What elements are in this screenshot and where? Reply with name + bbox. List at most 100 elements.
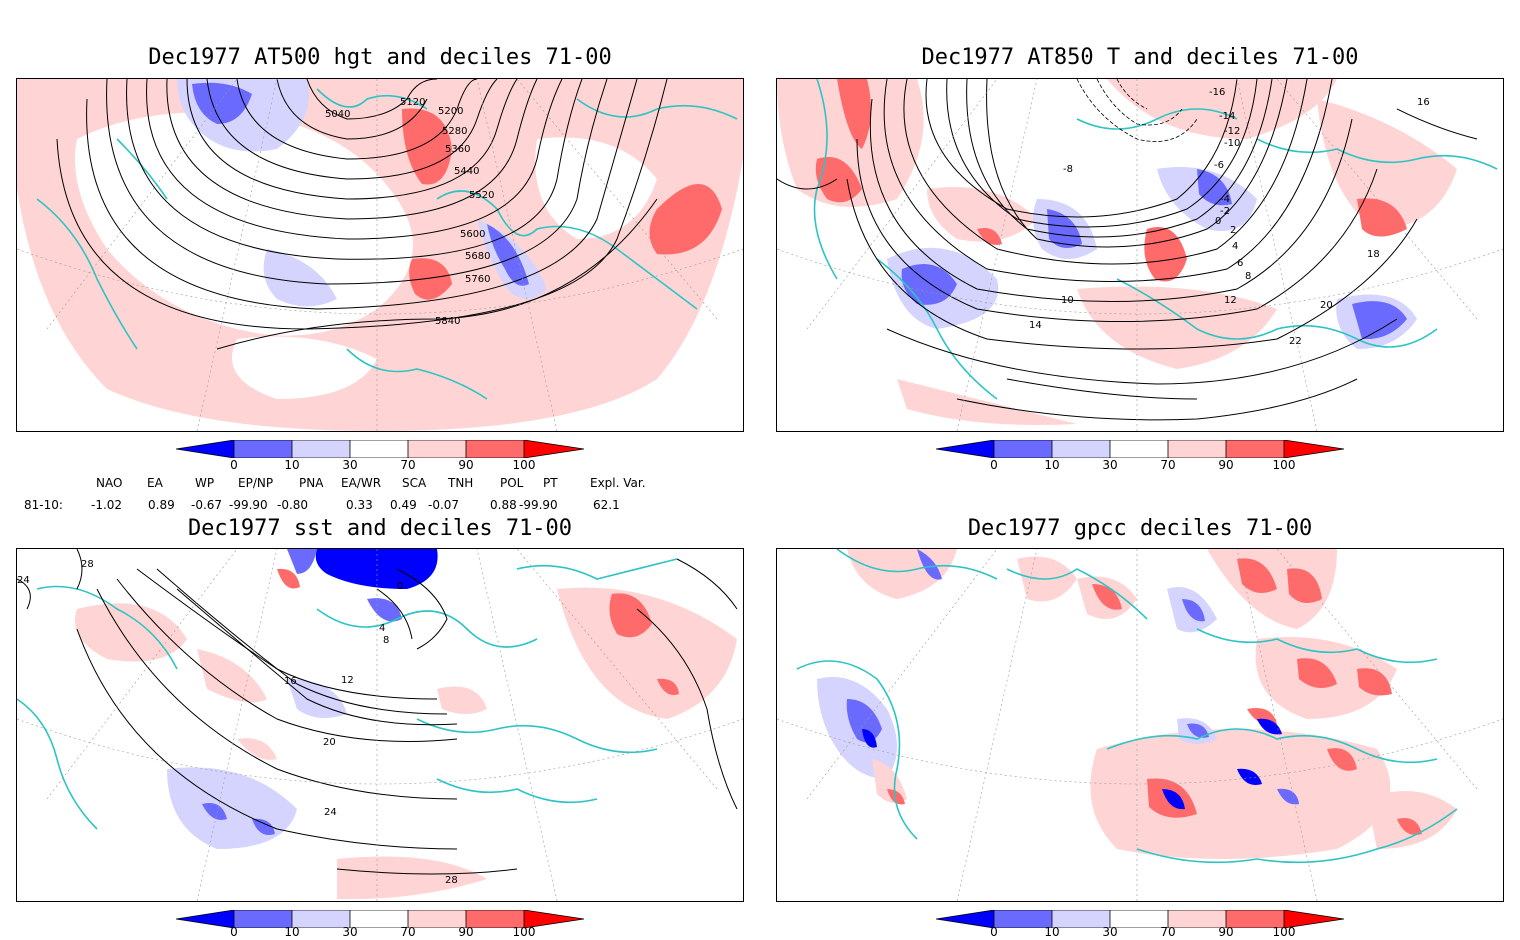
colorbar-swatch xyxy=(994,440,1052,458)
colorbar-tick: 100 xyxy=(512,925,536,939)
colorbar-swatch xyxy=(1110,440,1168,458)
map-panel-gpcc xyxy=(776,548,1504,902)
index-header: WP xyxy=(195,476,215,490)
colorbar-swatch xyxy=(408,910,466,928)
colorbar-tick: 70 xyxy=(1160,925,1176,939)
contour-label: 5360 xyxy=(445,144,470,155)
index-value: -0.07 xyxy=(428,498,460,512)
contour-label: 20 xyxy=(1320,300,1333,311)
colorbar-swatch xyxy=(176,910,234,928)
panel-title-gpcc: Dec1977 gpcc deciles 71-00 xyxy=(967,516,1313,541)
contour-label: 5840 xyxy=(435,316,460,327)
index-value: -1.02 xyxy=(91,498,123,512)
index-header: TNH xyxy=(448,476,474,490)
index-value: -0.67 xyxy=(191,498,223,512)
colorbar-swatches xyxy=(175,909,585,929)
colorbar-swatch xyxy=(1284,440,1344,458)
colorbar-swatch xyxy=(176,440,234,458)
index-header: NAO xyxy=(96,476,123,490)
contour-label: 24 xyxy=(324,807,337,818)
index-header: SCA xyxy=(402,476,427,490)
index-header: PT xyxy=(543,476,558,490)
colorbar-tick: 10 xyxy=(284,458,300,472)
colorbar-swatch xyxy=(1226,440,1284,458)
contour-label: 5120 xyxy=(400,97,425,108)
contour-label: -16 xyxy=(1209,87,1225,98)
index-header: POL xyxy=(500,476,524,490)
colorbar-swatch xyxy=(1226,910,1284,928)
contour-label: 10 xyxy=(1061,295,1074,306)
index-value: -99.90 xyxy=(519,498,558,512)
colorbar-tick: 100 xyxy=(1272,458,1296,472)
contour-label: 4 xyxy=(1232,241,1238,252)
panel-title-500hgt: Dec1977 AT500 hgt and deciles 71-00 xyxy=(148,45,612,70)
colorbar-swatch xyxy=(1284,910,1344,928)
colorbar-tick: 70 xyxy=(400,925,416,939)
colorbar-tick: 0 xyxy=(230,458,238,472)
colorbar-tick: 100 xyxy=(512,458,536,472)
colorbar-tick: 100 xyxy=(1272,925,1296,939)
index-value: 0.88 xyxy=(490,498,517,512)
contour-label: 0 xyxy=(397,581,403,592)
contour-label: 5520 xyxy=(469,190,494,201)
index-value: -99.90 xyxy=(229,498,268,512)
contour-label: 0 xyxy=(1215,216,1221,227)
index-value: 0.89 xyxy=(148,498,175,512)
colorbar-tick: 90 xyxy=(458,458,474,472)
map-panel-850t: -16 -14 -12 -10 -8 -6 -4 -2 0 2 4 6 8 10… xyxy=(776,78,1504,432)
contour-label: 28 xyxy=(81,559,94,570)
contour-label: 14 xyxy=(1029,320,1042,331)
panel-title-sst: Dec1977 sst and deciles 71-00 xyxy=(187,516,573,541)
contour-label: -8 xyxy=(1063,164,1073,175)
index-row-label: 81-10: xyxy=(24,498,63,512)
colorbar-tick: 0 xyxy=(230,925,238,939)
panel-title-850t: Dec1977 AT850 T and deciles 71-00 xyxy=(921,45,1359,70)
colorbar: 0 10 30 70 90 100 xyxy=(935,439,1345,476)
index-header: Expl. Var. xyxy=(590,476,646,490)
colorbar-tick: 30 xyxy=(1102,458,1118,472)
contour-label: 2 xyxy=(1230,225,1236,236)
colorbar-swatch xyxy=(292,440,350,458)
contour-label: 18 xyxy=(1367,249,1380,260)
colorbar: 0 10 30 70 90 100 xyxy=(935,909,1345,940)
colorbar-tick: 10 xyxy=(1044,458,1060,472)
contour-label: -10 xyxy=(1224,138,1240,149)
colorbar-swatch xyxy=(408,440,466,458)
colorbar: 0 10 30 70 90 100 xyxy=(175,909,585,940)
colorbar-tick: 30 xyxy=(342,458,358,472)
contour-label: 12 xyxy=(1224,295,1237,306)
contour-label: 6 xyxy=(1237,258,1243,269)
contour-label: 5760 xyxy=(465,274,490,285)
contour-label: 8 xyxy=(1245,271,1251,282)
index-header: PNA xyxy=(299,476,324,490)
colorbar-swatch xyxy=(936,440,994,458)
colorbar-tick: 70 xyxy=(400,458,416,472)
colorbar-tick: 0 xyxy=(990,925,998,939)
contour-label: -2 xyxy=(1220,206,1230,217)
contour-label: 5600 xyxy=(460,229,485,240)
colorbar-tick: 10 xyxy=(284,925,300,939)
colorbar-swatch xyxy=(936,910,994,928)
colorbar-swatch xyxy=(466,440,524,458)
colorbar-swatch xyxy=(234,910,292,928)
contour-label: 5200 xyxy=(438,106,463,117)
contour-label: 5680 xyxy=(465,251,490,262)
contour-label: -6 xyxy=(1214,160,1224,171)
index-header: EA/WR xyxy=(341,476,382,490)
colorbar-tick: 0 xyxy=(990,458,998,472)
colorbar-swatch xyxy=(1110,910,1168,928)
contour-label: 5440 xyxy=(454,166,479,177)
colorbar-tick: 90 xyxy=(1218,925,1234,939)
colorbar-swatch xyxy=(234,440,292,458)
contour-label: 22 xyxy=(1289,336,1302,347)
colorbar-swatch xyxy=(524,440,584,458)
contour-label: -14 xyxy=(1219,111,1235,122)
index-value: -0.80 xyxy=(277,498,309,512)
index-value: 62.1 xyxy=(593,498,620,512)
colorbar-swatch xyxy=(524,910,584,928)
contour-label: -4 xyxy=(1220,194,1230,205)
colorbar-swatches xyxy=(935,909,1345,929)
colorbar-swatch xyxy=(1052,910,1110,928)
colorbar-tick: 90 xyxy=(1218,458,1234,472)
colorbar-swatches xyxy=(175,439,585,459)
